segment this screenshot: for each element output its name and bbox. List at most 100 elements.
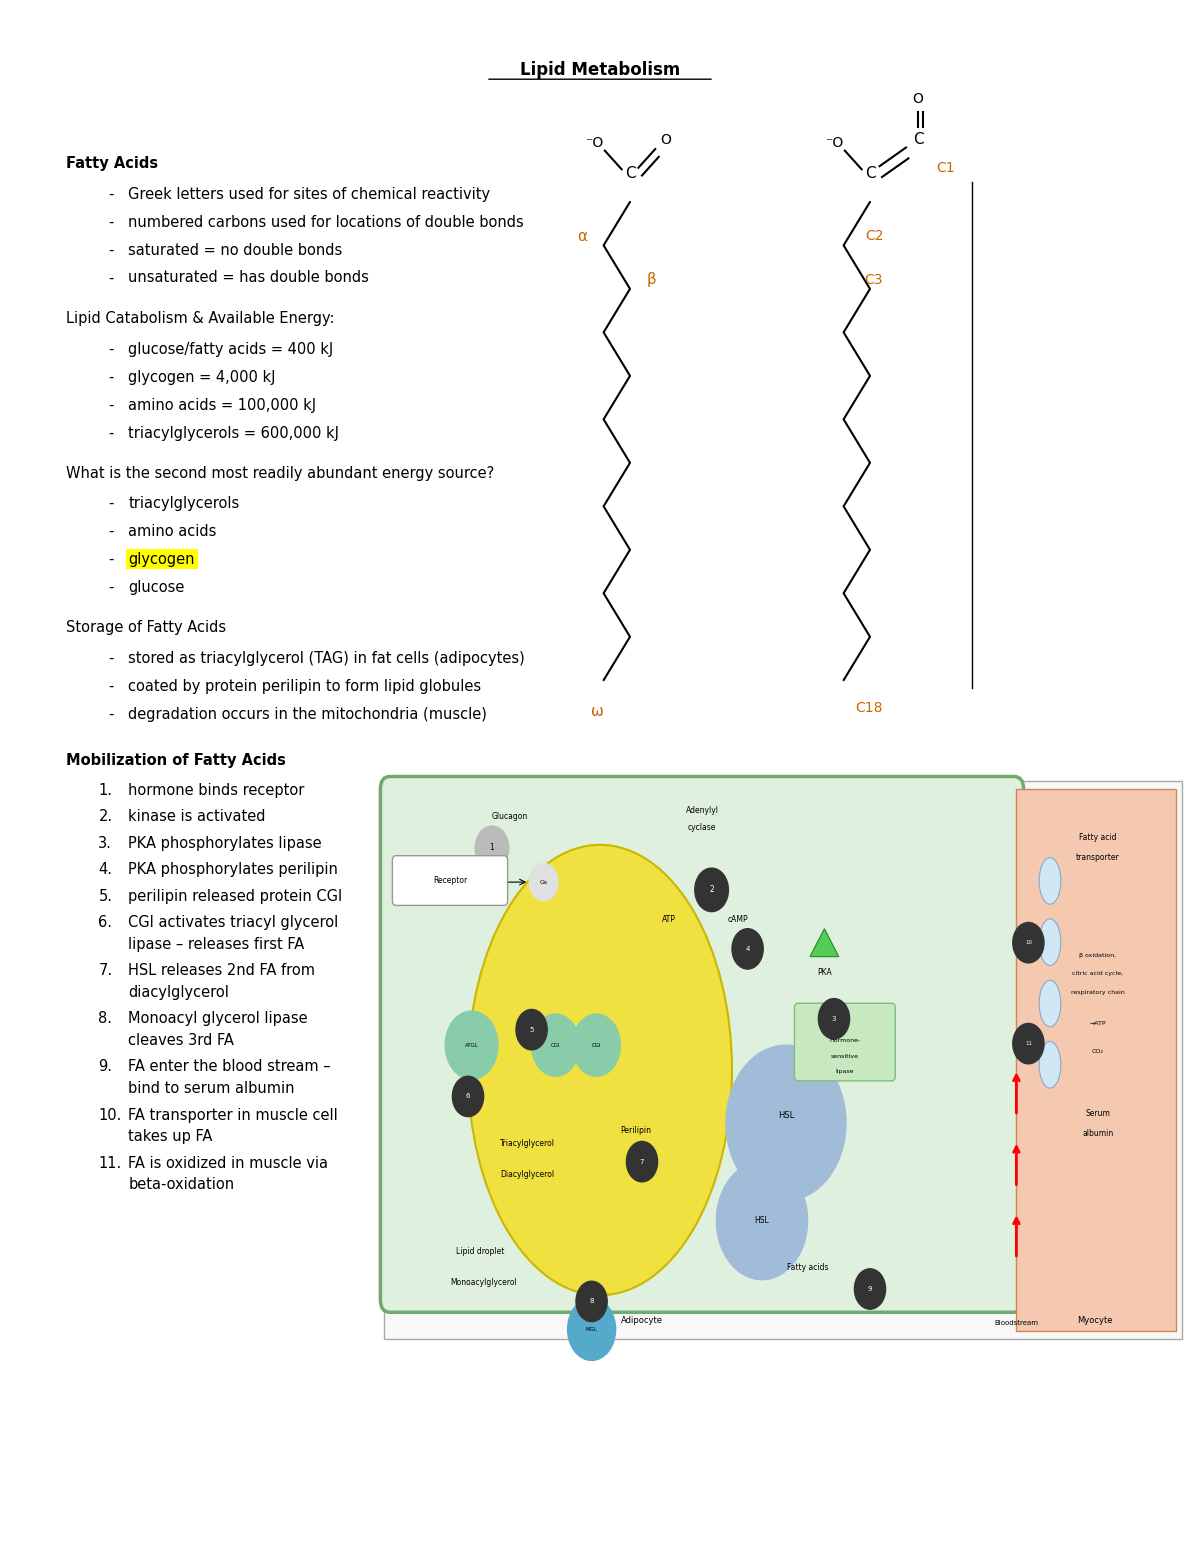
Text: PKA phosphorylates lipase: PKA phosphorylates lipase (128, 836, 322, 851)
Text: 10: 10 (1025, 940, 1032, 946)
Text: →ATP: →ATP (1090, 1020, 1106, 1027)
Text: PKA phosphorylates perilipin: PKA phosphorylates perilipin (128, 862, 338, 877)
Circle shape (854, 1269, 886, 1309)
Text: citric acid cycle,: citric acid cycle, (1073, 971, 1123, 977)
Text: HSL releases 2nd FA from: HSL releases 2nd FA from (128, 963, 316, 978)
Circle shape (576, 1281, 607, 1322)
Text: triacylglycerols = 600,000 kJ: triacylglycerols = 600,000 kJ (128, 426, 340, 441)
Text: Receptor: Receptor (433, 876, 467, 885)
Text: HSL: HSL (778, 1110, 794, 1120)
Text: glucose: glucose (128, 579, 185, 595)
Text: degradation occurs in the mitochondria (muscle): degradation occurs in the mitochondria (… (128, 707, 487, 722)
Text: Fatty acid: Fatty acid (1079, 832, 1117, 842)
Text: 7: 7 (640, 1159, 644, 1165)
Text: Greek letters used for sites of chemical reactivity: Greek letters used for sites of chemical… (128, 186, 491, 202)
Text: -: - (108, 270, 113, 286)
FancyBboxPatch shape (384, 781, 1182, 1339)
Text: C18: C18 (856, 700, 883, 716)
Text: Glucagon: Glucagon (492, 812, 528, 822)
Circle shape (475, 826, 509, 870)
Text: -: - (108, 579, 113, 595)
Ellipse shape (1039, 857, 1061, 904)
Text: 3: 3 (832, 1016, 836, 1022)
Circle shape (716, 1162, 808, 1280)
Text: 3.: 3. (98, 836, 113, 851)
Circle shape (529, 863, 558, 901)
Text: FA enter the blood stream –: FA enter the blood stream – (128, 1059, 331, 1075)
Text: What is the second most readily abundant energy source?: What is the second most readily abundant… (66, 466, 494, 481)
Text: respiratory chain: respiratory chain (1072, 989, 1124, 995)
Circle shape (516, 1009, 547, 1050)
Text: Adenylyl: Adenylyl (685, 806, 719, 815)
Text: CO₂: CO₂ (1092, 1048, 1104, 1054)
Text: Monoacyl glycerol lipase: Monoacyl glycerol lipase (128, 1011, 308, 1027)
Ellipse shape (1039, 1042, 1061, 1089)
Text: Storage of Fatty Acids: Storage of Fatty Acids (66, 620, 226, 635)
Text: 11.: 11. (98, 1155, 121, 1171)
Text: ⁻O: ⁻O (584, 135, 604, 151)
Text: -: - (108, 186, 113, 202)
Text: Fatty acids: Fatty acids (787, 1263, 828, 1272)
Text: perilipin released protein CGI: perilipin released protein CGI (128, 888, 343, 904)
Text: Lipid Catabolism & Available Energy:: Lipid Catabolism & Available Energy: (66, 311, 335, 326)
Text: beta-oxidation: beta-oxidation (128, 1177, 234, 1193)
Text: numbered carbons used for locations of double bonds: numbered carbons used for locations of d… (128, 214, 524, 230)
Text: ATGL: ATGL (464, 1042, 479, 1048)
Text: O: O (912, 92, 924, 107)
Text: cyclase: cyclase (688, 823, 716, 832)
Text: cleaves 3rd FA: cleaves 3rd FA (128, 1033, 234, 1048)
Text: C1: C1 (936, 160, 955, 175)
Circle shape (568, 1298, 616, 1360)
Text: C: C (913, 132, 923, 148)
Text: -: - (108, 242, 113, 258)
Text: C: C (865, 166, 875, 182)
Text: diacylglycerol: diacylglycerol (128, 985, 229, 1000)
Text: 6.: 6. (98, 915, 113, 930)
Text: 2: 2 (709, 885, 714, 895)
Text: O: O (660, 132, 672, 148)
Text: Mobilization of Fatty Acids: Mobilization of Fatty Acids (66, 753, 286, 769)
Circle shape (695, 868, 728, 912)
Text: FA transporter in muscle cell: FA transporter in muscle cell (128, 1107, 338, 1123)
FancyBboxPatch shape (392, 856, 508, 905)
Text: bind to serum albumin: bind to serum albumin (128, 1081, 295, 1096)
Text: 5: 5 (529, 1027, 534, 1033)
Text: -: - (108, 651, 113, 666)
Text: -: - (108, 398, 113, 413)
Text: -: - (108, 495, 113, 511)
Text: Gs: Gs (540, 879, 547, 885)
FancyBboxPatch shape (380, 776, 1024, 1312)
Ellipse shape (1039, 919, 1061, 966)
Text: albumin: albumin (1082, 1129, 1114, 1138)
Text: β: β (647, 272, 656, 287)
Text: stored as triacylglycerol (TAG) in fat cells (adipocytes): stored as triacylglycerol (TAG) in fat c… (128, 651, 526, 666)
Text: triacylglycerols: triacylglycerols (128, 495, 240, 511)
Text: amino acids = 100,000 kJ: amino acids = 100,000 kJ (128, 398, 317, 413)
Text: Adipocyte: Adipocyte (622, 1315, 662, 1325)
Text: -: - (108, 426, 113, 441)
Text: lipase: lipase (835, 1068, 854, 1075)
Text: -: - (108, 370, 113, 385)
Text: 4.: 4. (98, 862, 113, 877)
Text: kinase is activated: kinase is activated (128, 809, 266, 825)
Text: 9.: 9. (98, 1059, 113, 1075)
Text: HSL: HSL (755, 1216, 769, 1225)
Text: 6: 6 (466, 1093, 470, 1100)
Text: 8: 8 (589, 1298, 594, 1305)
Text: -: - (108, 342, 113, 357)
Text: ω: ω (592, 704, 604, 719)
Text: takes up FA: takes up FA (128, 1129, 212, 1145)
Circle shape (626, 1141, 658, 1182)
Circle shape (572, 1014, 620, 1076)
Text: 1.: 1. (98, 783, 113, 798)
Text: Diacylglycerol: Diacylglycerol (500, 1169, 554, 1179)
Circle shape (732, 929, 763, 969)
Text: -: - (108, 551, 113, 567)
Circle shape (726, 1045, 846, 1200)
Circle shape (818, 999, 850, 1039)
Text: 9: 9 (868, 1286, 872, 1292)
Text: Fatty Acids: Fatty Acids (66, 155, 158, 171)
Text: transporter: transporter (1076, 853, 1120, 862)
Text: 2.: 2. (98, 809, 113, 825)
Text: Monoacylglycerol: Monoacylglycerol (450, 1278, 517, 1287)
